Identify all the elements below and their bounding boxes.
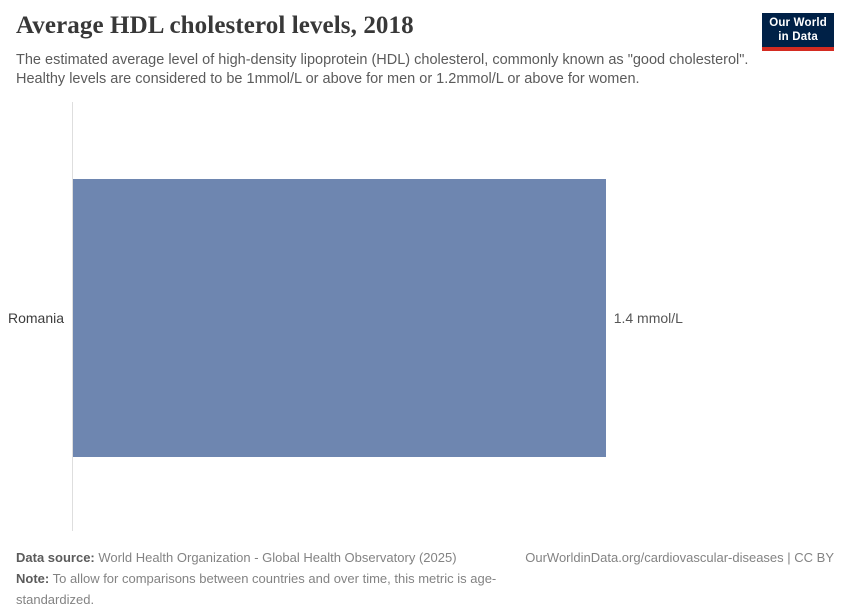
category-label-romania[interactable]: Romania	[7, 310, 64, 326]
note-text: To allow for comparisons between countri…	[16, 571, 497, 607]
owid-logo-line2: in Data	[778, 30, 818, 43]
chart-subtitle: The estimated average level of high-dens…	[16, 52, 749, 87]
chart-footer: Data source: World Health Organization -…	[16, 547, 834, 610]
bar-romania[interactable]	[73, 179, 606, 457]
bar-chart: Romania 1.4 mmol/L	[0, 100, 850, 535]
y-axis-line	[72, 102, 73, 531]
owid-logo-line1: Our World	[769, 17, 827, 29]
note-line: Note: To allow for comparisons between c…	[16, 568, 525, 610]
data-source-text: World Health Organization - Global Healt…	[98, 550, 457, 565]
data-source-label: Data source:	[16, 550, 95, 565]
attribution-link[interactable]: OurWorldinData.org/cardiovascular-diseas…	[525, 550, 834, 565]
value-label-romania: 1.4 mmol/L	[613, 310, 683, 326]
note-label: Note:	[16, 571, 50, 586]
bar-track: 1.4 mmol/L	[73, 179, 834, 457]
bar-row-romania: Romania 1.4 mmol/L	[0, 179, 834, 457]
footer-left: Data source: World Health Organization -…	[16, 547, 525, 610]
chart-title: Average HDL cholesterol levels, 2018	[16, 12, 414, 39]
owid-logo[interactable]: Our World in Data	[762, 13, 834, 51]
data-source-line: Data source: World Health Organization -…	[16, 547, 525, 568]
